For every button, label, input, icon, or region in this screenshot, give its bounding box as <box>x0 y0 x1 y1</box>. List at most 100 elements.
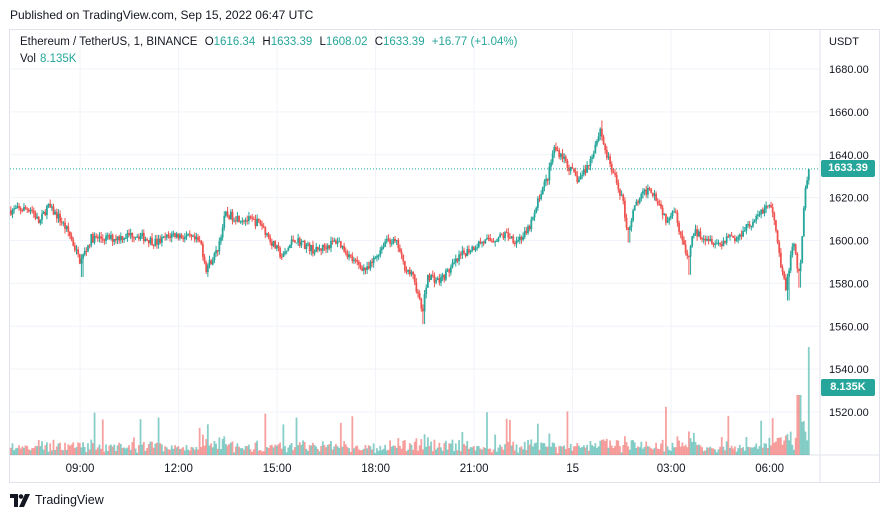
candle-body <box>454 258 457 263</box>
candle-body <box>65 226 68 229</box>
candle-body <box>77 249 80 255</box>
candle-body <box>596 140 598 145</box>
volume-bar <box>525 450 528 455</box>
volume-bar <box>147 444 150 455</box>
volume-bar <box>441 450 444 455</box>
candle-body <box>770 205 772 208</box>
volume-bar <box>338 447 341 455</box>
volume-bar <box>633 442 636 455</box>
volume-bar <box>137 445 140 455</box>
candle-body <box>343 245 346 252</box>
candle-body <box>471 246 474 251</box>
candle-body <box>119 236 122 241</box>
candle-body <box>520 236 523 240</box>
candle-body <box>23 207 25 211</box>
tradingview-logo-icon <box>10 493 30 507</box>
candle-body <box>443 275 446 280</box>
volume-bar <box>806 440 809 455</box>
volume-bar <box>456 450 459 455</box>
volume-bar <box>292 450 295 455</box>
volume-bar <box>246 446 249 455</box>
tradingview-logo[interactable]: TradingView <box>10 493 104 507</box>
candle-body <box>425 287 428 295</box>
candle-body <box>106 235 109 237</box>
candle-body <box>67 226 70 232</box>
candle-body <box>561 153 564 159</box>
volume-bar <box>95 449 98 455</box>
volume-bar <box>536 423 539 455</box>
volume-bar <box>267 448 270 455</box>
candle-body <box>487 237 490 239</box>
volume-bar <box>578 445 580 455</box>
volume-bar <box>522 449 524 455</box>
candle-body <box>558 150 561 157</box>
candle-body <box>479 241 482 244</box>
volume-bar <box>732 448 735 455</box>
volume-bar <box>630 440 633 455</box>
legend: Ethereum / TetherUS, 1, BINANCE O1616.34… <box>20 36 517 48</box>
candle-body <box>369 261 372 269</box>
volume-bar <box>724 450 726 455</box>
candle-body <box>41 214 43 220</box>
volume-bar <box>361 449 364 455</box>
volume-bar <box>451 439 454 455</box>
volume-bar <box>298 442 301 455</box>
volume-bar <box>262 451 265 455</box>
price-tick-label: 1620.00 <box>829 193 869 205</box>
candle-body <box>453 262 456 264</box>
candle-body <box>696 229 699 237</box>
volume-bar <box>55 446 58 455</box>
chart-frame <box>9 29 880 483</box>
volume-bar <box>302 440 304 455</box>
candle-body <box>661 207 664 215</box>
candle-body <box>144 239 147 242</box>
candle-body <box>34 213 37 219</box>
volume-bar <box>275 445 278 455</box>
candle-body <box>786 276 789 290</box>
volume-bar <box>735 451 738 455</box>
volume-bar <box>517 452 520 455</box>
candle-body <box>735 239 738 242</box>
price-tick-label: 1680.00 <box>829 64 869 76</box>
volume-bar <box>59 442 61 455</box>
volume-bar <box>142 441 145 455</box>
candle-body <box>131 232 134 238</box>
candle-body <box>472 246 475 251</box>
candle-series <box>9 120 810 325</box>
candle-body <box>113 239 116 242</box>
volume-bar <box>118 442 121 455</box>
volume-bar <box>395 447 398 455</box>
candle-body <box>628 227 631 230</box>
volume-bar <box>509 419 511 455</box>
candle-body <box>610 164 613 172</box>
volume-bar <box>756 448 759 455</box>
volume-bar <box>765 443 767 455</box>
volume-bar <box>92 443 94 455</box>
volume-bar <box>387 449 390 455</box>
volume-bar <box>231 441 234 455</box>
volume-bar <box>195 446 198 455</box>
candle-body <box>182 238 185 240</box>
volume-bar <box>85 452 88 455</box>
candle-body <box>484 239 487 244</box>
candle-body <box>729 235 731 237</box>
volume-bar <box>684 444 687 455</box>
volume-value: 8.135K <box>40 53 77 65</box>
brand-name: TradingView <box>35 493 104 507</box>
candle-body <box>668 218 671 221</box>
volume-bar <box>605 438 608 455</box>
volume-bar <box>354 446 357 455</box>
candle-body <box>747 224 749 226</box>
volume-bar <box>548 433 551 455</box>
volume-bar <box>62 450 65 455</box>
candle-body <box>21 210 24 212</box>
candle-body <box>597 136 600 141</box>
candle-body <box>702 238 705 240</box>
volume-bar <box>546 446 549 455</box>
candle-body <box>660 203 662 208</box>
volume-bar <box>568 448 570 455</box>
volume-bar <box>392 445 395 455</box>
volume-bar <box>438 442 441 455</box>
candle-body <box>804 188 807 209</box>
